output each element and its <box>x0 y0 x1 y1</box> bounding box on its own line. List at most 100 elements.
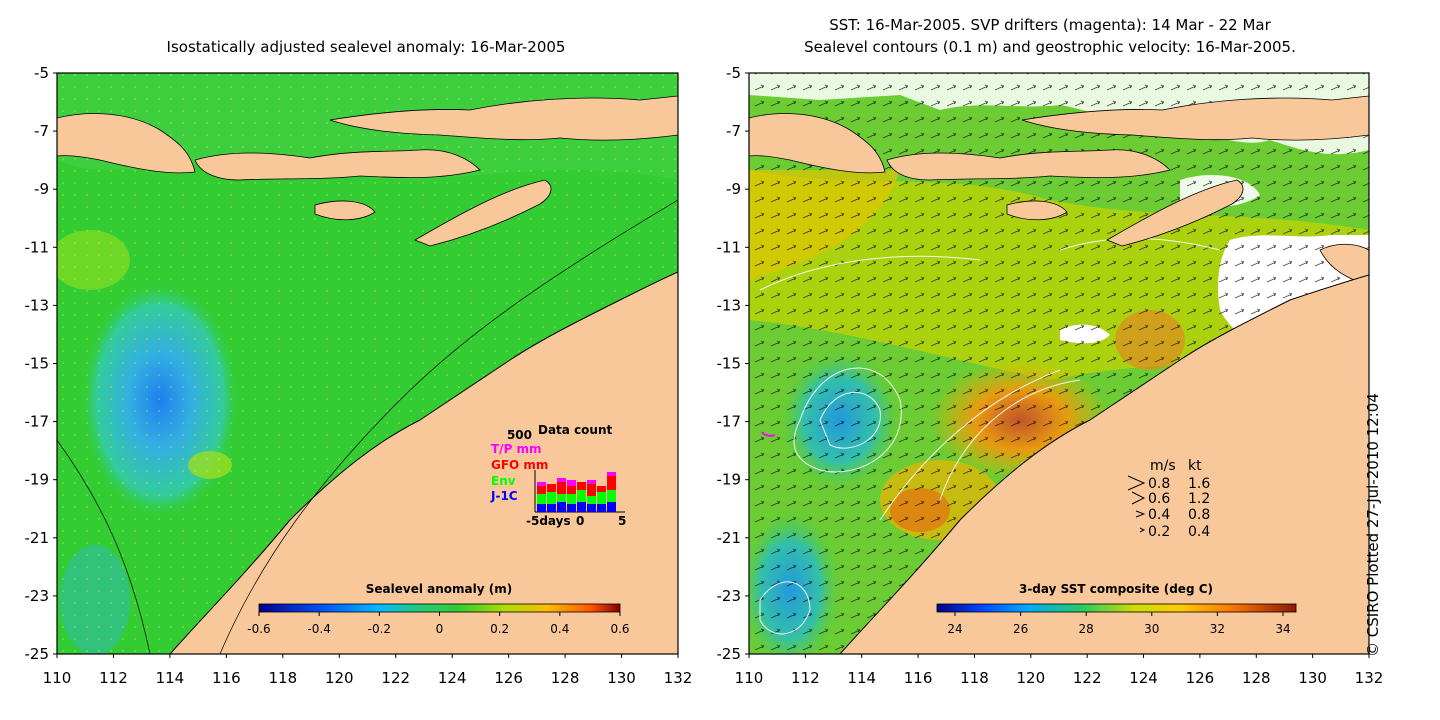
x-tick-label: 114 <box>156 669 185 687</box>
y-tick-label: -19 <box>717 471 742 489</box>
colorbar-label: 34 <box>1275 622 1290 636</box>
data-count-inset: 500 Data count T/P mm GFO mm Env J-1C -5… <box>490 423 626 528</box>
velocity-legend-header-kt: kt <box>1188 458 1202 474</box>
velocity-legend-kt-1: 1.2 <box>1188 491 1210 507</box>
inset-xlabel-start: -5days <box>526 514 571 528</box>
y-tick-label: -19 <box>25 471 50 489</box>
y-tick-label: -5 <box>34 64 49 82</box>
y-tick-label: -23 <box>717 587 742 605</box>
y-tick-label: -15 <box>25 355 50 373</box>
colorbar-label: 0.6 <box>610 622 629 636</box>
inset-legend-env: Env <box>491 474 516 488</box>
x-tick-label: 112 <box>99 669 128 687</box>
velocity-legend-kt-2: 0.8 <box>1188 507 1210 523</box>
sst-land-northern-australia <box>839 274 1369 654</box>
x-tick-label: 122 <box>1073 669 1102 687</box>
x-tick-label: 126 <box>494 669 523 687</box>
velocity-legend-ms-2: 0.4 <box>1148 507 1170 523</box>
y-tick-label: -7 <box>34 122 49 140</box>
x-tick-label: 110 <box>43 669 72 687</box>
sst-colorbar-title: 3-day SST composite (deg C) <box>1019 582 1213 596</box>
land-timor <box>414 179 552 247</box>
colorbar-label: 30 <box>1144 622 1159 636</box>
sealevel-map <box>57 73 678 654</box>
x-tick-label: 118 <box>960 669 989 687</box>
sst-colorbar: 3-day SST composite (deg C) 24 26 28 30 32 34 <box>936 582 1297 636</box>
sst-land-islands <box>886 149 1171 181</box>
x-tick-label: 128 <box>1242 669 1271 687</box>
velocity-arrow-02 <box>1139 527 1146 533</box>
x-tick-label: 130 <box>1298 669 1327 687</box>
y-tick-label: -21 <box>25 529 50 547</box>
y-tick-label: -23 <box>25 587 50 605</box>
x-tick-label: 132 <box>1355 669 1384 687</box>
velocity-legend-kt-0: 1.6 <box>1188 476 1210 492</box>
colorbar-label: -0.2 <box>368 622 391 636</box>
velocity-arrow-04 <box>1135 510 1146 518</box>
x-tick-label: 116 <box>904 669 933 687</box>
colorbar-label: 0.2 <box>490 622 509 636</box>
colorbar-label: 32 <box>1210 622 1225 636</box>
sst-land-sumba <box>1006 200 1068 221</box>
inset-xlabel-zero: 0 <box>576 514 584 528</box>
velocity-arrow-08 <box>1127 475 1146 491</box>
velocity-legend-header-ms: m/s <box>1150 458 1176 474</box>
inset-legend-gfo: GFO mm <box>491 458 548 472</box>
velocity-legend-ms-0: 0.8 <box>1148 476 1170 492</box>
credit-text: © CSIRO Plotted 27-Jul-2010 12:04 <box>1364 393 1382 657</box>
velocity-legend: m/s kt 0.8 1.6 0.6 1.2 0.4 0.8 0.2 0.4 <box>1127 458 1210 540</box>
land-flores-north <box>329 95 678 141</box>
x-tick-label: 114 <box>847 669 876 687</box>
colorbar-label: 26 <box>1013 622 1028 636</box>
colorbar-label: -0.6 <box>247 622 270 636</box>
y-tick-label: -11 <box>25 238 50 256</box>
land-islands <box>194 149 481 181</box>
y-tick-label: -21 <box>717 529 742 547</box>
x-tick-label: 120 <box>1016 669 1045 687</box>
x-tick-label: 112 <box>791 669 820 687</box>
land-northern-australia <box>169 271 678 654</box>
colorbar-label: 24 <box>947 622 962 636</box>
x-tick-label: 120 <box>325 669 354 687</box>
right-map-title-line2: Sealevel contours (0.1 m) and geostrophi… <box>804 38 1296 56</box>
velocity-legend-ms-1: 0.6 <box>1148 491 1170 507</box>
y-tick-label: -15 <box>717 355 742 373</box>
y-tick-label: -9 <box>726 180 741 198</box>
colorbar-label: 28 <box>1079 622 1094 636</box>
axes-labels: -5 -7 -9 -11 -13 -15 -17 -19 -21 -23 -25 110 112 114 1… <box>25 64 1384 687</box>
y-tick-label: -9 <box>34 180 49 198</box>
inset-title: Data count <box>538 423 613 437</box>
x-tick-label: 122 <box>381 669 410 687</box>
velocity-legend-kt-3: 0.4 <box>1188 524 1210 540</box>
y-tick-label: -7 <box>726 122 741 140</box>
y-tick-label: -17 <box>717 413 742 431</box>
sealevel-colorbar: Sealevel anomaly (m) -0.6 -0.4 -0.2 0 0.2 0.4… <box>247 582 629 636</box>
y-tick-label: -13 <box>25 296 50 314</box>
velocity-legend-ms-3: 0.2 <box>1148 524 1170 540</box>
x-tick-label: 116 <box>212 669 241 687</box>
x-tick-label: 130 <box>607 669 636 687</box>
land-java-bali <box>57 113 196 174</box>
colorbar-label: -0.4 <box>307 622 330 636</box>
inset-ymax-label: 500 <box>507 428 532 442</box>
x-tick-label: 124 <box>438 669 467 687</box>
y-tick-label: -25 <box>717 645 742 663</box>
left-map-title: Isostatically adjusted sealevel anomaly:… <box>166 38 566 56</box>
sst-land-flores-north <box>1021 95 1369 141</box>
inset-legend-tp: T/P mm <box>491 442 542 456</box>
y-tick-label: -11 <box>717 238 742 256</box>
x-tick-label: 132 <box>664 669 693 687</box>
x-tick-label: 118 <box>268 669 297 687</box>
sst-map <box>749 73 1369 654</box>
y-tick-label: -25 <box>25 645 50 663</box>
y-tick-label: -17 <box>25 413 50 431</box>
y-tick-label: -13 <box>717 296 742 314</box>
inset-legend-j1c: J-1C <box>490 489 518 503</box>
x-tick-label: 126 <box>1186 669 1215 687</box>
inset-xlabel-end: 5 <box>618 514 626 528</box>
sst-land-timor <box>1106 179 1244 247</box>
colorbar-label: 0.4 <box>550 622 569 636</box>
right-map-title-line1: SST: 16-Mar-2005. SVP drifters (magenta)… <box>829 16 1271 34</box>
sealevel-colorbar-title: Sealevel anomaly (m) <box>366 582 512 596</box>
